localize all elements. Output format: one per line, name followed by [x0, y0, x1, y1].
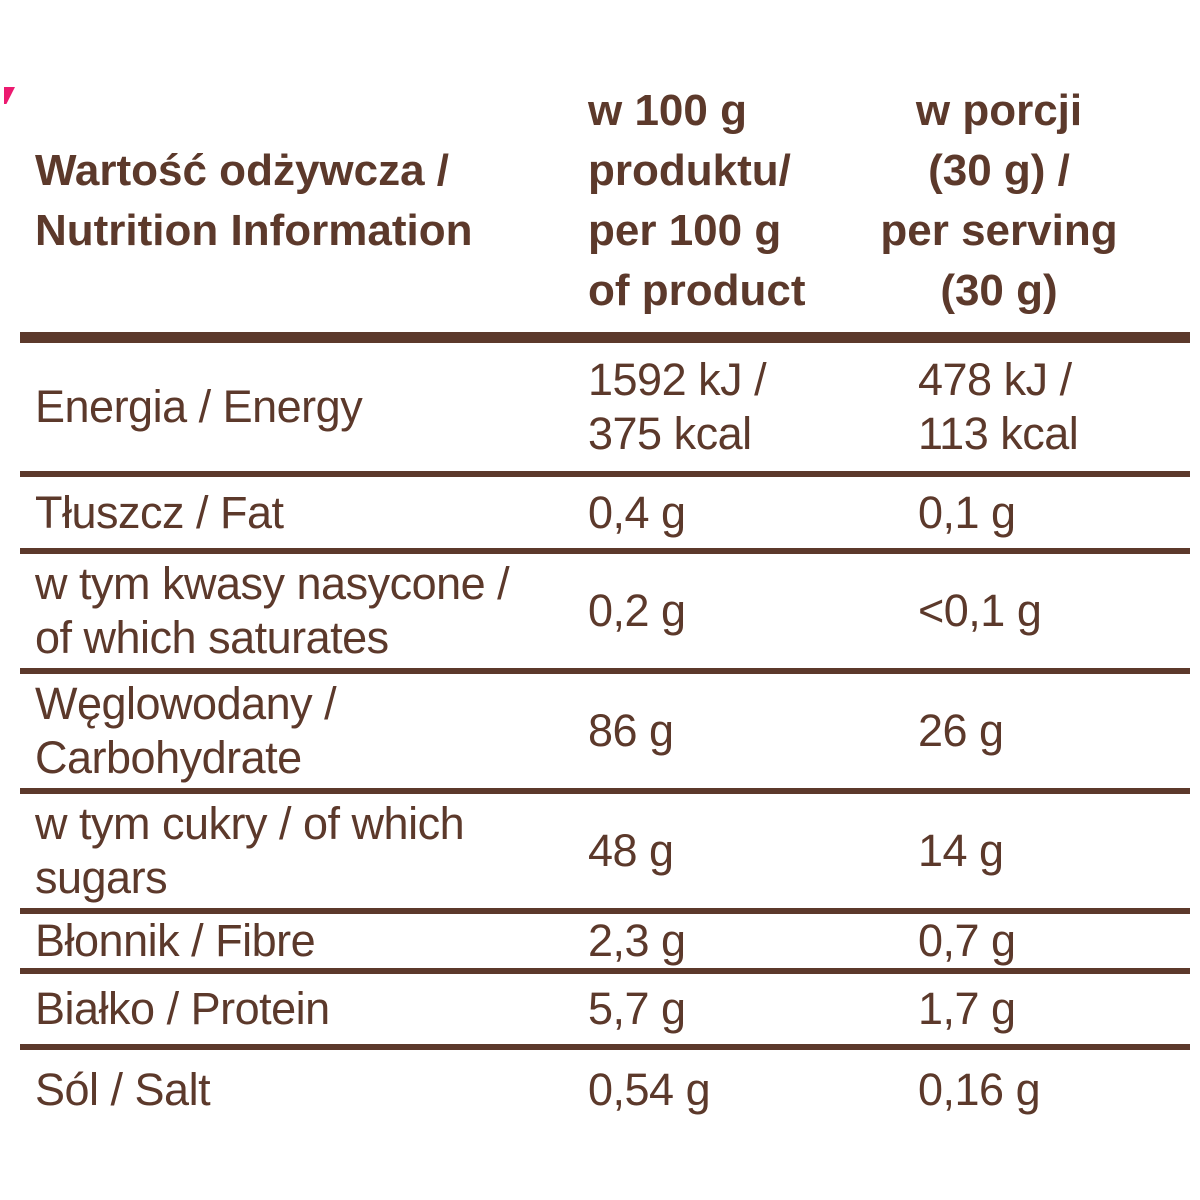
nutrient-column-header: Wartość odżywcza / Nutrition Information [35, 146, 473, 255]
nutrient-label: Białko / Protein [35, 983, 330, 1034]
per-100g-value: 1592 kJ / 375 kcal [588, 354, 767, 459]
table-row-saturates: w tym kwasy nasycone / of which saturate… [20, 554, 1190, 668]
per-serving-value: 0,7 g [918, 915, 1016, 966]
row-divider-rule [20, 668, 1190, 674]
per-serving-value: 0,1 g [918, 486, 1016, 538]
table-row-fibre: Błonnik / Fibre 2,3 g 0,7 g [20, 914, 1190, 968]
per-serving-value: 14 g [918, 825, 1004, 876]
per-100g-value: 0,4 g [588, 486, 686, 538]
per-serving-value: 1,7 g [918, 983, 1016, 1034]
table-row-salt: Sól / Salt 0,54 g 0,16 g [20, 1050, 1190, 1130]
row-divider-rule [20, 471, 1190, 477]
per-100g-value: 0,2 g [588, 585, 686, 636]
per-serving-value: 478 kJ / 113 kcal [918, 354, 1079, 459]
row-divider-rule [20, 788, 1190, 794]
row-divider-rule [20, 1044, 1190, 1050]
nutrient-label: w tym cukry / of which sugars [35, 798, 465, 903]
table-row-carbohydrate: Węglowodany / Carbohydrate 86 g 26 g [20, 674, 1190, 788]
table-row-energy: Energia / Energy 1592 kJ / 375 kcal 478 … [20, 343, 1190, 471]
per-100g-value: 86 g [588, 705, 674, 756]
table-row-sugars: w tym cukry / of which sugars 48 g 14 g [20, 794, 1190, 908]
row-divider-rule [20, 968, 1190, 974]
nutrient-label: Energia / Energy [35, 381, 363, 432]
per-100g-column-header: w 100 g produktu/ per 100 g of product [588, 86, 806, 315]
nutrient-label: Sól / Salt [35, 1064, 211, 1115]
per-100g-value: 5,7 g [588, 983, 686, 1034]
per-100g-value: 48 g [588, 825, 674, 876]
row-divider-rule [20, 908, 1190, 914]
per-serving-value: 26 g [918, 705, 1004, 756]
pink-corner-mark [4, 87, 15, 104]
per-serving-column-header: w porcji (30 g) / per serving (30 g) [880, 86, 1118, 315]
nutrition-table: Wartość odżywcza / Nutrition Information… [20, 70, 1190, 1130]
header-divider-rule [20, 332, 1190, 343]
table-header-row: Wartość odżywcza / Nutrition Information… [20, 70, 1190, 332]
per-100g-value: 2,3 g [588, 915, 686, 966]
nutrient-label: w tym kwasy nasycone / of which saturate… [35, 558, 510, 663]
table-row-protein: Białko / Protein 5,7 g 1,7 g [20, 974, 1190, 1044]
nutrient-label: Tłuszcz / Fat [35, 486, 284, 538]
nutrient-label: Błonnik / Fibre [35, 915, 316, 966]
table-row-fat: Tłuszcz / Fat 0,4 g 0,1 g [20, 477, 1190, 548]
per-100g-value: 0,54 g [588, 1064, 711, 1115]
nutrient-label: Węglowodany / Carbohydrate [35, 678, 337, 783]
per-serving-value: <0,1 g [918, 585, 1042, 636]
row-divider-rule [20, 548, 1190, 554]
per-serving-value: 0,16 g [918, 1064, 1041, 1115]
